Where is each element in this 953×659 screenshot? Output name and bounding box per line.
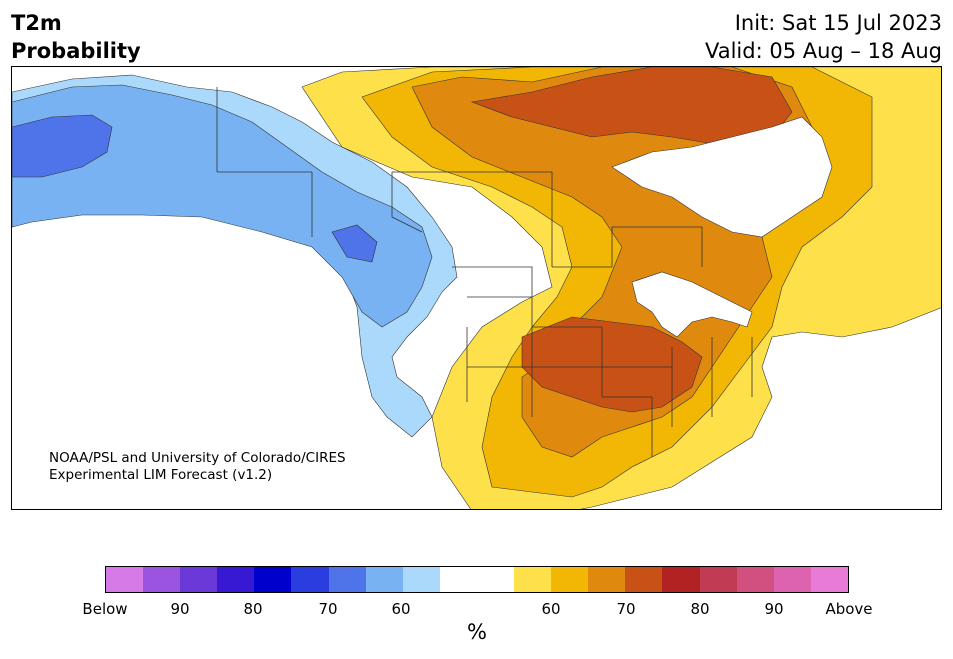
colorbar-tick-below: Below (82, 600, 128, 618)
credit-line-1: NOAA/PSL and University of Colorado/CIRE… (49, 450, 346, 466)
colorbar-segment (699, 567, 737, 592)
colorbar-segment (106, 567, 144, 592)
credit-text: NOAA/PSL and University of Colorado/CIRE… (49, 450, 346, 484)
coastline-boundaries (216, 87, 753, 457)
hudson-bay (611, 116, 833, 238)
colorbar-tick-above-80: 80 (690, 600, 710, 618)
forecast-map (11, 66, 942, 510)
colorbar-tick-above: Above (825, 600, 873, 618)
map-canvas (12, 67, 941, 509)
colorbar-unit: % (467, 620, 487, 644)
title-block: T2m Probability (11, 9, 141, 65)
colorbar-segment (736, 567, 774, 592)
colorbar-segment (439, 567, 477, 592)
region-below-60-alaska (12, 84, 433, 328)
colorbar-tick-above-60: 60 (541, 600, 561, 618)
colorbar-segment (476, 567, 515, 592)
colorbar-segment (662, 567, 700, 592)
colorbar-segment (773, 567, 811, 592)
colorbar-segment (551, 567, 589, 592)
region-below-70-alaska (12, 114, 113, 178)
colorbar-segment (402, 567, 440, 592)
colorbar-tick-above-90: 90 (764, 600, 784, 618)
colorbar-segment (514, 567, 552, 592)
credit-line-2: Experimental LIM Forecast (v1.2) (49, 467, 273, 483)
colorbar-segment (625, 567, 663, 592)
region-below-70-pnw (331, 224, 378, 263)
great-lakes (631, 271, 753, 338)
colorbar-tick-above-70: 70 (616, 600, 636, 618)
colorbar-segment (291, 567, 329, 592)
colorbar-segment (143, 567, 181, 592)
colorbar-segment (180, 567, 218, 592)
colorbar-tick-below-70: 70 (318, 600, 338, 618)
probability-colorbar (105, 566, 849, 593)
colorbar-segment (217, 567, 255, 592)
colorbar-segment (588, 567, 626, 592)
colorbar-tick-below-60: 60 (391, 600, 411, 618)
variable-title: T2m (11, 11, 62, 35)
init-date: Init: Sat 15 Jul 2023 (734, 11, 942, 35)
colorbar-tick-below-80: 80 (243, 600, 263, 618)
colorbar-segment (365, 567, 403, 592)
colorbar-tick-below-90: 90 (170, 600, 190, 618)
valid-range: Valid: 05 Aug – 18 Aug (704, 39, 942, 63)
product-title: Probability (11, 39, 141, 63)
colorbar-segment (254, 567, 292, 592)
colorbar-segment (810, 567, 848, 592)
colorbar-segment (328, 567, 366, 592)
date-block: Init: Sat 15 Jul 2023 Valid: 05 Aug – 18… (705, 9, 942, 65)
